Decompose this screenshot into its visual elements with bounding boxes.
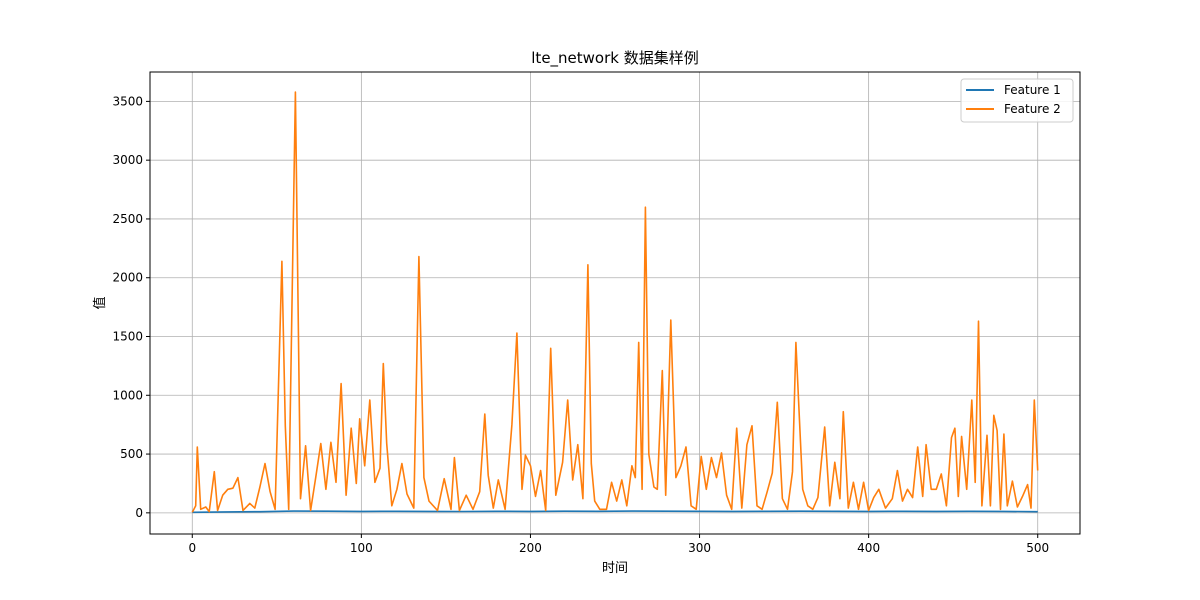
series-line-1 — [192, 510, 1038, 514]
y-tick-label: 3500 — [112, 94, 143, 108]
y-tick-label: 2500 — [112, 212, 143, 226]
series-lines — [191, 91, 1039, 514]
x-tick-label: 300 — [688, 541, 711, 555]
y-tick-label: 0 — [135, 506, 143, 520]
x-tick-label: 200 — [519, 541, 542, 555]
legend-label: Feature 2 — [1004, 102, 1061, 116]
series-line-2 — [191, 91, 1039, 513]
x-axis-label: 时间 — [602, 561, 628, 576]
x-tick-label: 0 — [188, 541, 196, 555]
x-tick-label: 100 — [350, 541, 373, 555]
legend-label: Feature 1 — [1004, 83, 1061, 97]
x-tick-label: 400 — [857, 541, 880, 555]
y-tick-label: 2000 — [112, 271, 143, 285]
plot-area-frame — [149, 71, 1081, 535]
x-tick-label: 500 — [1026, 541, 1049, 555]
chart-title: lte_network 数据集样例 — [531, 49, 698, 68]
legend: Feature 1 Feature 2 — [960, 78, 1074, 123]
axis-ticks: 0 100 200 300 400 500 0 500 1000 1500 2000 2500 3000… — [112, 94, 1049, 555]
y-tick-label: 1000 — [112, 388, 143, 402]
y-axis-label: 值 — [92, 296, 108, 309]
y-tick-label: 1500 — [112, 330, 143, 344]
y-tick-label: 500 — [120, 447, 143, 461]
y-tick-label: 3000 — [112, 153, 143, 167]
